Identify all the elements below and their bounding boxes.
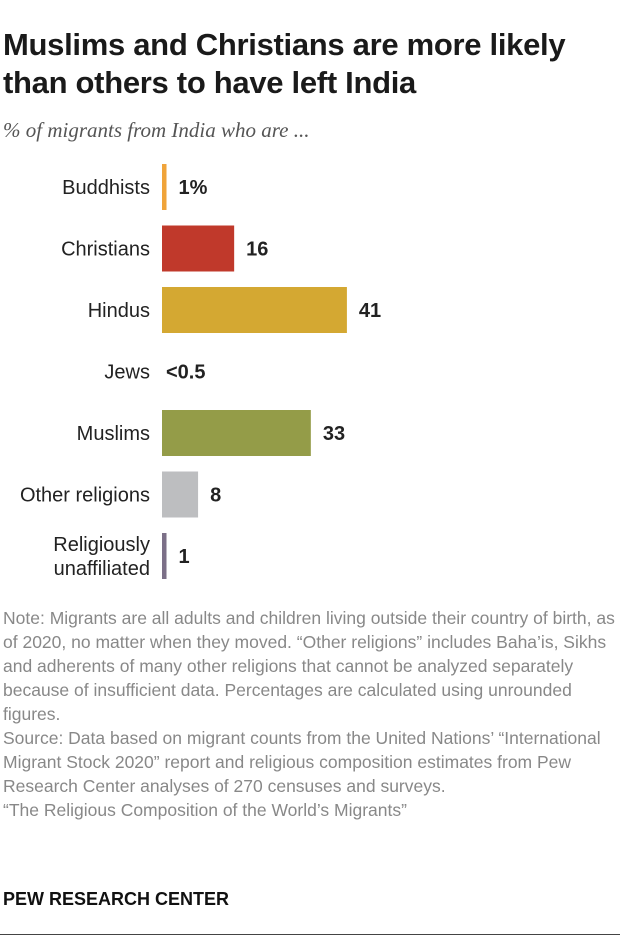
bar-row: Hindus 41 <box>88 287 381 333</box>
category-label: Other religions <box>20 485 150 507</box>
bar-row: Religiously unaffiliated 1 <box>53 533 190 580</box>
category-label: Hindus <box>88 300 150 322</box>
notes: Note: Migrants are all adults and childr… <box>3 606 615 822</box>
value-label: 41 <box>359 300 381 322</box>
bar <box>162 471 199 518</box>
bar <box>162 225 235 272</box>
bar <box>162 410 311 456</box>
source-text: Source: Data based on migrant counts fro… <box>3 728 601 796</box>
bar-row: Christians 16 <box>61 225 268 272</box>
bar <box>162 164 167 210</box>
value-label: 8 <box>210 485 221 507</box>
note-text: Note: Migrants are all adults and childr… <box>3 608 615 724</box>
category-label: Jews <box>104 362 150 384</box>
value-label: 33 <box>323 423 345 445</box>
bar <box>162 533 167 579</box>
chart-title: Muslims and Christians are more likely t… <box>3 27 566 100</box>
brand-logo-text: PEW RESEARCH CENTER <box>3 889 230 909</box>
report-title: “The Religious Composition of the World’… <box>3 800 407 820</box>
bar-row: Jews <0.5 <box>104 362 205 384</box>
bar-chart: Buddhists 1% Christians 16 Hindus 41 Jews <0.5 M… <box>20 164 381 580</box>
value-label: 16 <box>246 239 268 261</box>
bar-row: Buddhists 1% <box>62 164 208 210</box>
chart-subtitle: % of migrants from India who are ... <box>3 118 310 142</box>
category-label: Buddhists <box>62 177 150 199</box>
category-label: Religiously unaffiliated <box>53 534 150 580</box>
value-label: 1% <box>179 177 208 199</box>
category-label: Christians <box>61 239 150 261</box>
bar-row: Other religions 8 <box>20 471 221 518</box>
category-label: Muslims <box>77 423 150 445</box>
bar-row: Muslims 33 <box>77 410 345 456</box>
value-label: 1 <box>179 546 190 568</box>
footer-divider <box>0 934 620 935</box>
value-label: <0.5 <box>166 362 205 384</box>
bar <box>162 287 347 333</box>
